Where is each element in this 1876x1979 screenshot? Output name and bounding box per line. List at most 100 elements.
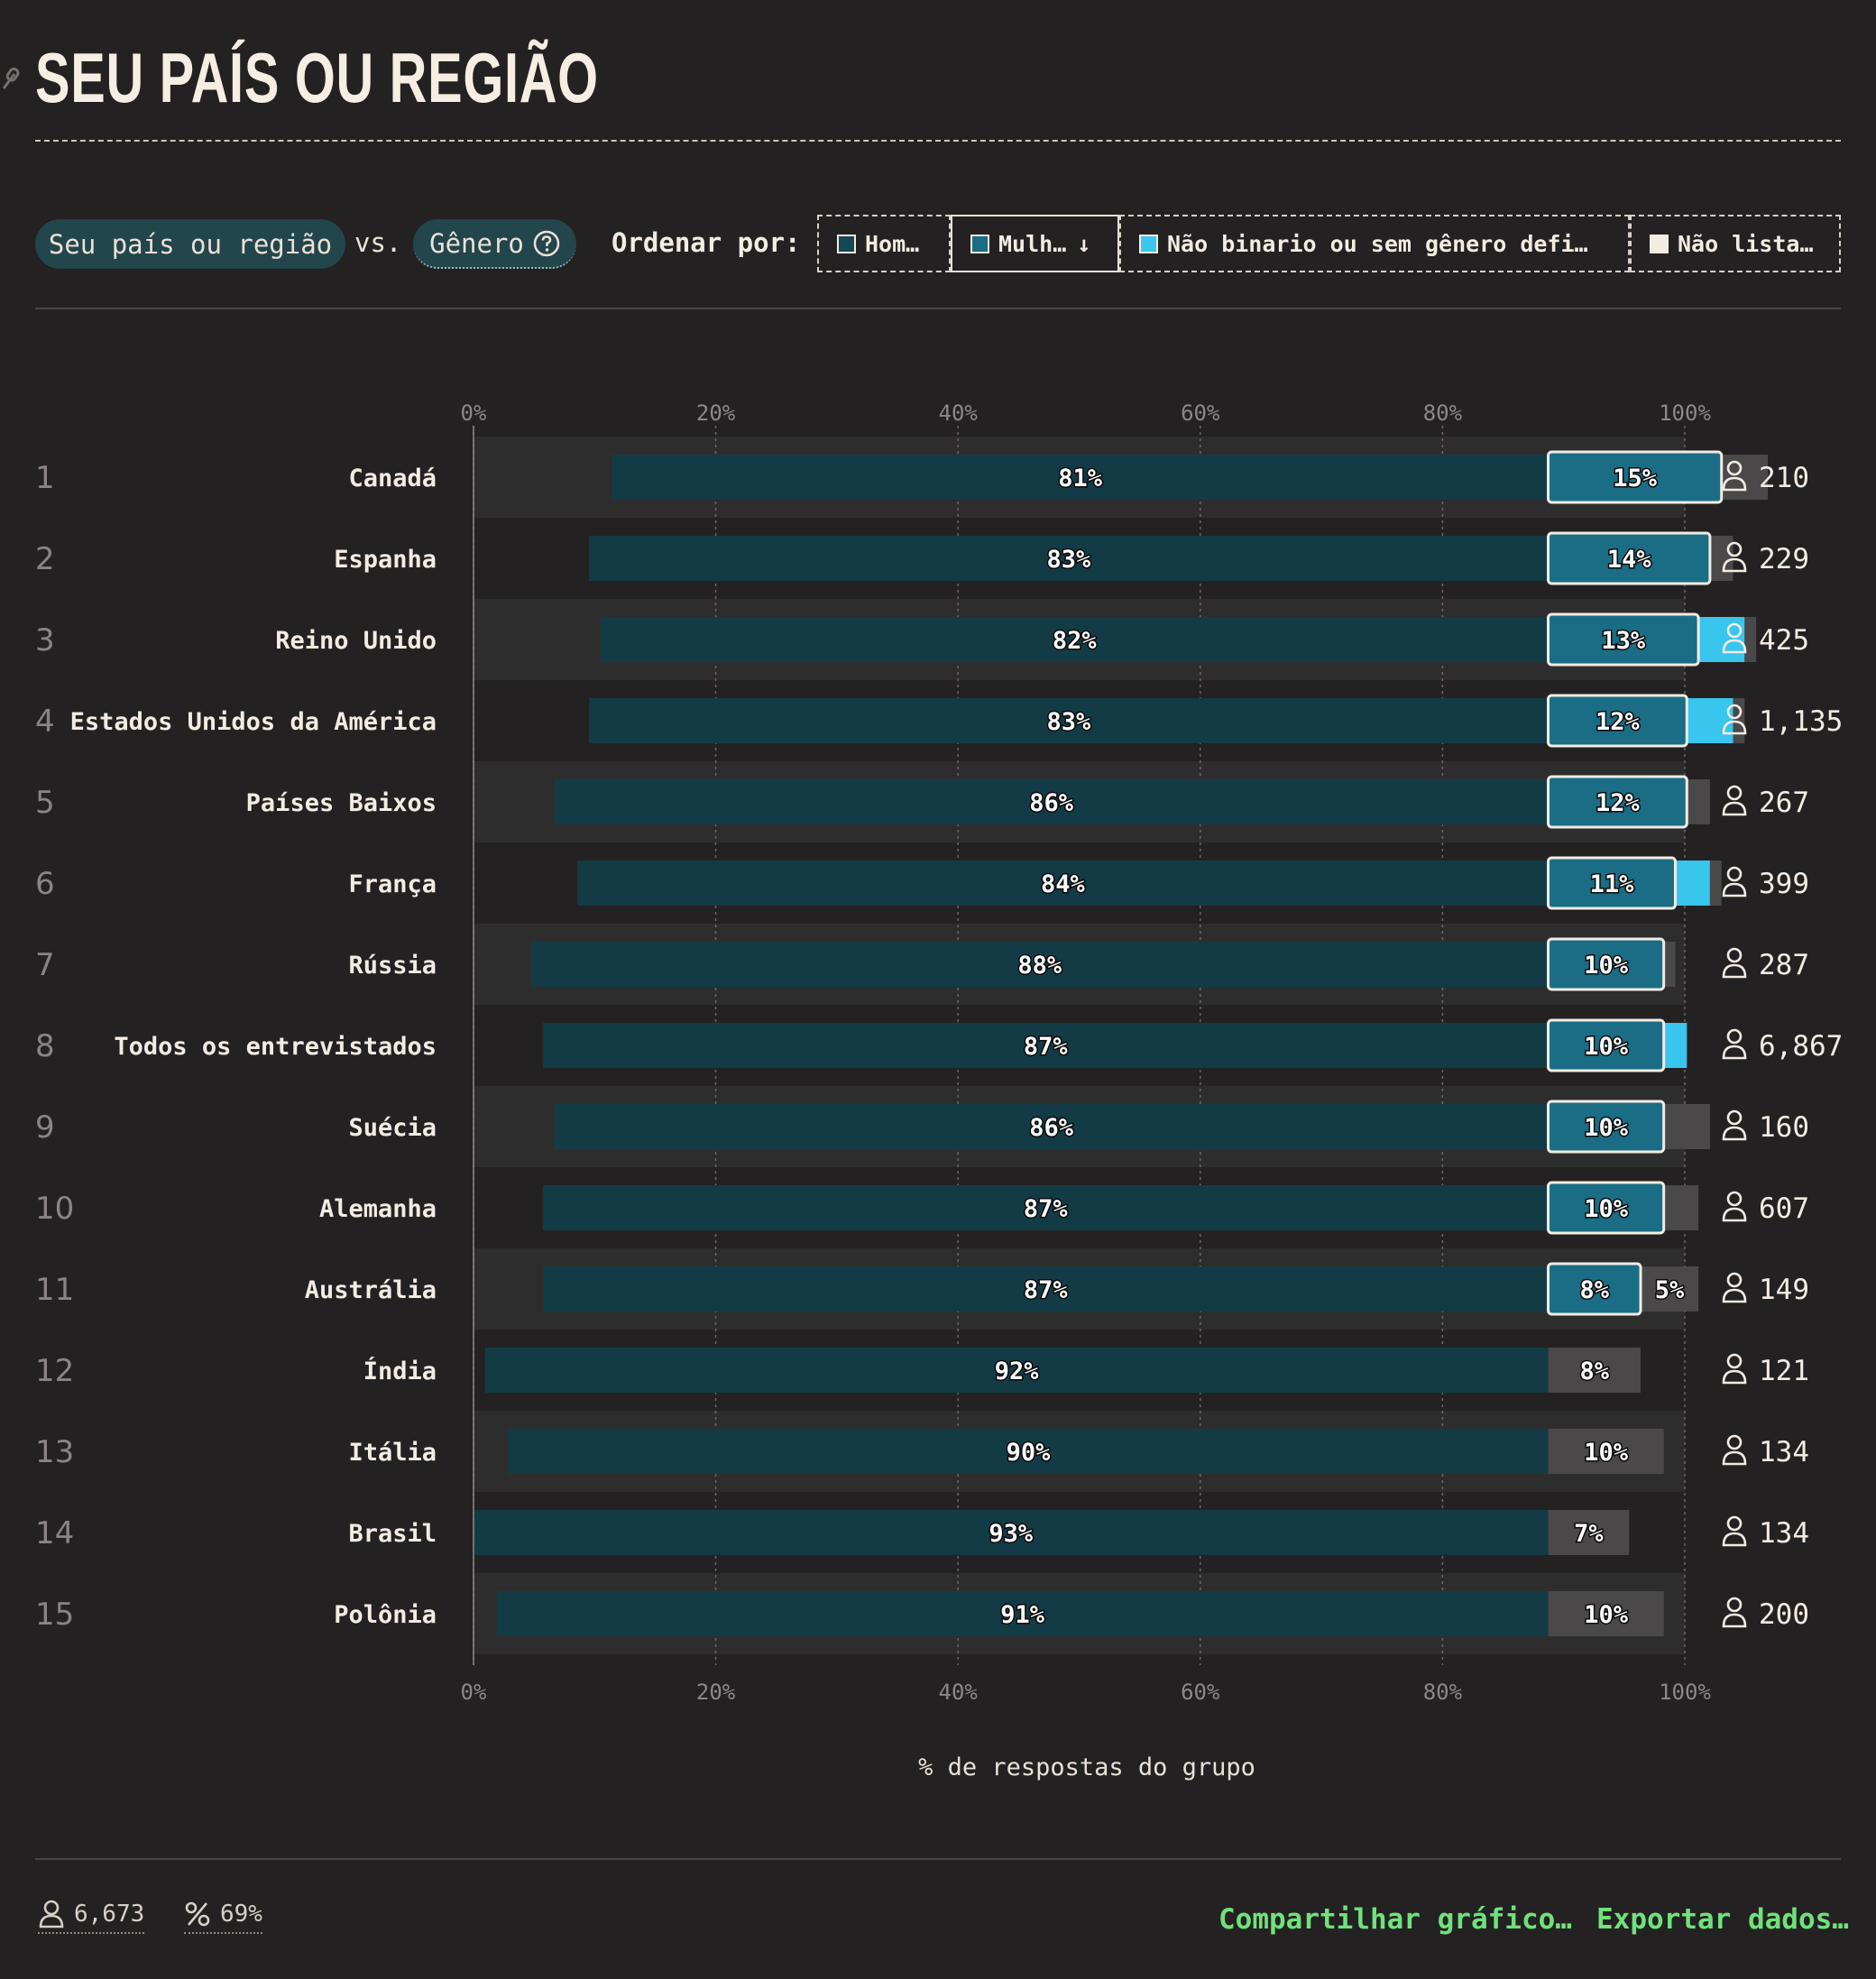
row-rank: 2 — [35, 541, 55, 577]
sort-option-men[interactable]: Hom… — [817, 215, 951, 272]
person-icon — [1722, 639, 1747, 654]
respondent-count: 229 — [1759, 543, 1809, 575]
women-swatch — [970, 234, 989, 253]
data-label: 7% — [1574, 1520, 1604, 1548]
person-icon — [1722, 1532, 1747, 1547]
person-icon — [1722, 720, 1747, 735]
person-icon — [1722, 801, 1747, 816]
bar-men — [577, 861, 1549, 906]
sort-option-nonbinary[interactable]: Não binario ou sem gênero defi… — [1119, 215, 1630, 272]
bar-women — [1547, 1181, 1666, 1235]
bar-men — [531, 942, 1549, 987]
x-tick-label-bottom: 0% — [461, 1680, 487, 1705]
response-rate-stat[interactable]: 69% — [184, 1900, 262, 1934]
person-icon — [1726, 785, 1743, 801]
bar-unlisted — [1709, 861, 1722, 906]
person-icon — [1726, 1028, 1743, 1045]
bar-unlisted — [1641, 1266, 1699, 1312]
sort-option-label: Mulh… — [998, 230, 1067, 257]
respondent-count: 160 — [1759, 1111, 1809, 1144]
x-tick-label-top: 80% — [1423, 400, 1463, 426]
person-icon — [1722, 1288, 1747, 1303]
sort-option-unlisted[interactable]: Não lista… — [1630, 215, 1841, 272]
title-divider — [35, 140, 1841, 142]
x-tick-label-top: 40% — [939, 400, 979, 426]
x-tick-label-bottom: 20% — [696, 1680, 736, 1705]
bar-men — [542, 1185, 1549, 1230]
bar-men — [474, 1510, 1549, 1555]
person-icon — [1722, 557, 1747, 573]
category-label: Todos os entrevistados — [114, 1033, 437, 1061]
row-rank: 10 — [35, 1191, 74, 1227]
person-icon — [1726, 1597, 1743, 1613]
sort-option-label: Hom… — [865, 230, 920, 257]
data-label: 10% — [1584, 1114, 1629, 1142]
primary-variable-selector[interactable]: Seu país ou região — [35, 219, 345, 269]
unlisted-swatch — [1650, 234, 1669, 253]
category-label: Espanha — [334, 546, 437, 574]
response-rate-value: 69% — [220, 1901, 262, 1928]
category-label: Brasil — [348, 1520, 437, 1548]
person-icon — [1726, 704, 1743, 720]
person-icon — [1722, 1450, 1747, 1466]
row-rank: 14 — [35, 1515, 74, 1551]
men-swatch — [837, 234, 856, 253]
bar-women — [1547, 1100, 1666, 1154]
data-label: 86% — [1029, 1114, 1074, 1142]
respondents-stat[interactable]: 6,673 — [38, 1900, 145, 1934]
help-icon[interactable] — [533, 230, 560, 257]
bar-men — [496, 1591, 1549, 1636]
respondent-count: 134 — [1759, 1436, 1809, 1468]
person-icon — [1726, 1191, 1743, 1207]
data-label: 15% — [1613, 465, 1658, 492]
bar-unlisted — [1663, 1104, 1710, 1149]
person-icon — [1726, 866, 1743, 882]
person-icon — [1722, 1613, 1747, 1628]
x-tick-label-top: 20% — [696, 400, 736, 426]
person-icon — [1726, 541, 1743, 557]
data-label: 5% — [1655, 1276, 1685, 1304]
sort-descending-icon: ↓ — [1077, 230, 1091, 257]
category-label: Países Baixos — [246, 789, 437, 817]
secondary-variable-label: Gênero — [429, 227, 524, 259]
bar-women — [1547, 694, 1688, 748]
bar-unlisted — [1733, 698, 1745, 743]
secondary-variable-selector[interactable]: Gênero — [413, 219, 576, 269]
respondent-count: 134 — [1759, 1517, 1809, 1550]
category-label: Suécia — [348, 1114, 437, 1142]
person-icon — [1722, 882, 1747, 897]
bar-unlisted — [1548, 1591, 1664, 1636]
person-icon — [1726, 1272, 1743, 1288]
person-icon — [1722, 1207, 1747, 1222]
bar-women — [1547, 856, 1677, 910]
export-data-link[interactable]: Exportar dados… — [1596, 1903, 1849, 1936]
row-rank: 6 — [35, 866, 55, 902]
bar-nonbinary — [1663, 1023, 1687, 1068]
x-tick-label-bottom: 80% — [1423, 1680, 1463, 1705]
share-chart-link[interactable]: Compartilhar gráfico… — [1218, 1903, 1572, 1936]
bar-women — [1547, 775, 1688, 829]
page-title: SEU PAÍS OU REGIÃO — [35, 38, 599, 117]
respondent-count: 399 — [1759, 868, 1809, 900]
category-label: Austrália — [305, 1276, 437, 1304]
sort-option-women[interactable]: Mulh… ↓ — [951, 215, 1119, 272]
category-label: Índia — [363, 1357, 437, 1385]
data-label: 10% — [1584, 1033, 1629, 1061]
respondent-count: 200 — [1759, 1598, 1809, 1631]
primary-variable-label: Seu país ou região — [48, 228, 333, 260]
data-label: 10% — [1584, 1195, 1629, 1223]
person-icon — [1722, 1045, 1747, 1060]
data-label: 87% — [1024, 1033, 1069, 1061]
bar-men — [554, 779, 1549, 824]
row-rank: 3 — [35, 622, 55, 658]
data-label: 84% — [1041, 870, 1086, 898]
respondent-count: 267 — [1759, 787, 1809, 819]
data-label: 8% — [1580, 1358, 1610, 1385]
bar-unlisted — [1663, 1185, 1699, 1230]
bar-men — [508, 1429, 1549, 1474]
person-icon — [1722, 1369, 1747, 1385]
data-label: 91% — [1000, 1601, 1045, 1629]
controls-divider — [35, 308, 1841, 309]
link-icon[interactable] — [0, 65, 20, 96]
